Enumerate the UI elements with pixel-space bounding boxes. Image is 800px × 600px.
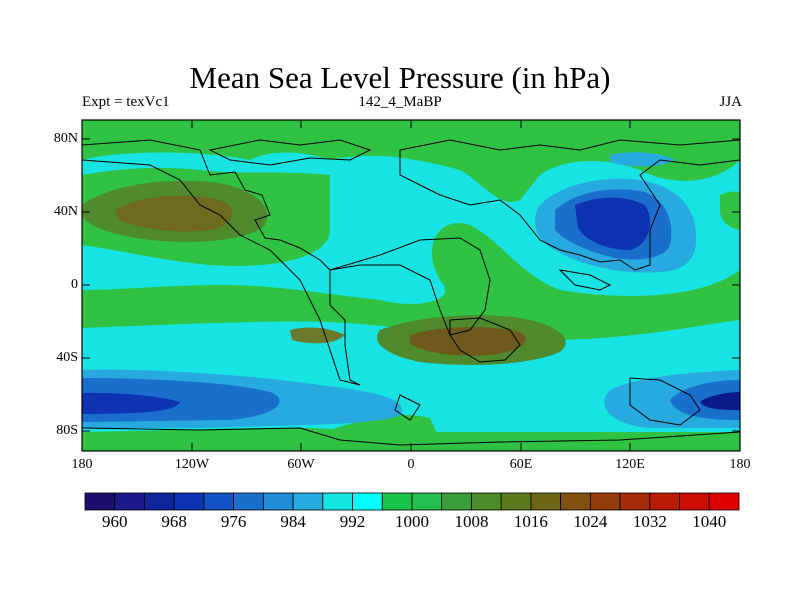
green-antarctic — [82, 427, 740, 451]
colorbar-label: 1040 — [692, 512, 727, 531]
low-south-core — [82, 392, 180, 414]
lon-label-120e: 120E — [615, 457, 645, 472]
axis-ticks — [82, 120, 740, 451]
colorbar-swatch — [471, 492, 502, 511]
colorbar-swatch — [708, 492, 740, 511]
lat-label-80n: 80N — [53, 131, 78, 146]
colorbar-swatch — [381, 492, 413, 511]
colorbar-swatch — [203, 492, 235, 511]
high-south-atlantic-core — [410, 327, 526, 356]
colorbar-swatch — [619, 492, 651, 511]
colorbar-label: 1032 — [632, 512, 667, 531]
green-patch-south — [330, 415, 440, 445]
colorbar-swatch — [84, 492, 116, 511]
lat-label-40n: 40N — [53, 204, 78, 219]
colorbar-swatch — [560, 492, 591, 511]
period-label: 142_4_MaBP — [358, 94, 442, 110]
colorbar — [84, 492, 740, 511]
colorbar-label: 984 — [280, 512, 306, 531]
colorbar-swatch — [114, 492, 145, 511]
colorbar-swatch — [589, 492, 621, 511]
lat-label-40s: 40S — [56, 350, 78, 365]
lon-label-60w: 60W — [287, 457, 315, 472]
lat-label-80s: 80S — [56, 423, 78, 438]
colorbar-label: 992 — [339, 512, 366, 531]
lon-label-120w: 120W — [174, 457, 210, 472]
low-arctic-patch — [610, 152, 675, 167]
colorbar-label: 960 — [101, 512, 128, 531]
colorbar-label: 1008 — [454, 512, 489, 531]
chart-title: Mean Sea Level Pressure (in hPa) — [189, 60, 611, 95]
colorbar-swatch — [500, 492, 532, 511]
colorbar-swatch — [352, 492, 383, 511]
colorbar-label: 968 — [161, 512, 187, 531]
low-asia-core — [575, 197, 650, 250]
lon-label-60e: 60E — [509, 457, 533, 472]
colorbar-swatch — [292, 492, 324, 511]
coastlines — [82, 139, 740, 446]
colorbar-swatch — [679, 492, 710, 511]
season-label: JJA — [719, 94, 742, 110]
green-east-edge — [719, 191, 740, 230]
colorbar-label: 1024 — [573, 512, 608, 531]
colorbar-label: 976 — [220, 512, 247, 531]
colorbar-swatch — [411, 492, 443, 511]
experiment-label: Expt = texVc1 — [82, 94, 170, 110]
lon-label-180e: 180 — [729, 457, 751, 472]
colorbar-swatch — [233, 492, 264, 511]
lon-label-0: 0 — [407, 457, 415, 472]
colorbar-label: 1000 — [395, 512, 429, 531]
lat-label-0: 0 — [71, 277, 78, 292]
colorbar-swatch — [322, 492, 353, 511]
low-southeast-core — [700, 392, 740, 410]
colorbar-swatch — [173, 492, 205, 511]
colorbar-label: 1016 — [513, 512, 548, 531]
colorbar-swatch — [441, 492, 472, 511]
lon-label-180w: 180 — [71, 457, 93, 472]
filled-contours — [82, 120, 740, 451]
colorbar-swatch — [262, 492, 294, 511]
colorbar-swatch — [649, 492, 680, 511]
high-south-pacific-patch — [290, 327, 345, 344]
colorbar-swatch — [530, 492, 562, 511]
colorbar-swatch — [144, 492, 175, 511]
high-north-pacific-core — [115, 195, 233, 232]
